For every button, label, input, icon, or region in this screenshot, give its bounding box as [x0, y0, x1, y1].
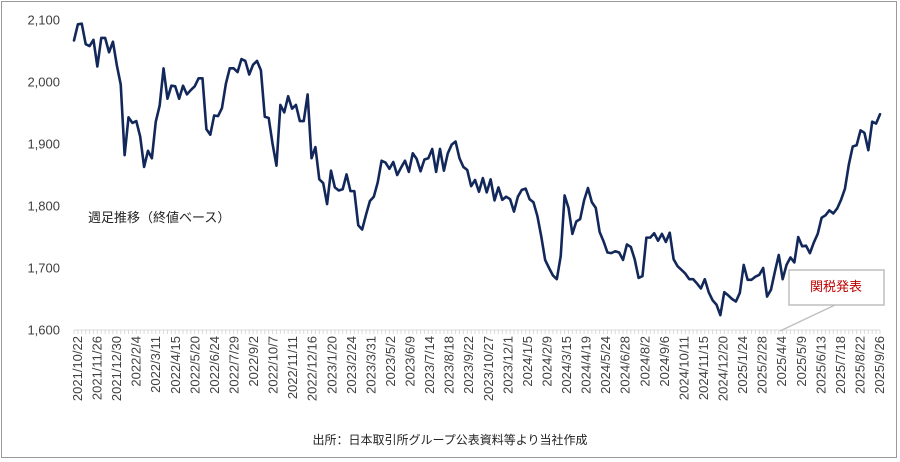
x-tick-label: 2024/4/19 [579, 336, 594, 394]
x-tick-label: 2024/3/15 [559, 336, 574, 394]
x-tick-label: 2022/11/11 [285, 336, 300, 399]
x-tick-label: 2022/5/20 [187, 336, 202, 394]
x-tick-label: 2022/4/15 [168, 336, 183, 394]
x-tick-label: 2025/8/22 [852, 336, 867, 394]
x-tick-label: 2022/9/2 [246, 336, 261, 387]
x-tick-label: 2025/4/4 [774, 336, 789, 387]
x-tick-label: 2024/10/11 [676, 336, 691, 400]
x-tick-label: 2024/8/2 [637, 336, 652, 387]
series-line [72, 22, 882, 317]
x-tick-label: 2024/5/24 [598, 336, 613, 394]
x-tick-label: 2023/6/9 [403, 336, 418, 387]
x-tick-label: 2024/9/6 [657, 336, 672, 387]
y-tick-label: 1,900 [27, 137, 60, 152]
y-tick-label: 2,000 [27, 75, 60, 90]
x-tick-label: 2025/2/28 [755, 336, 770, 394]
x-tick-label: 2024/1/5 [520, 336, 535, 387]
x-tick-label: 2025/6/13 [813, 336, 828, 394]
x-tick-label: 2023/9/22 [461, 336, 476, 394]
x-tick-label: 2025/9/26 [872, 336, 887, 394]
x-tick-label: 2023/8/18 [442, 336, 457, 394]
y-tick-label: 1,700 [27, 261, 60, 276]
x-tick-label: 2021/12/30 [109, 336, 124, 401]
y-axis: 1,600 1,700 1,800 1,900 2,000 2,100 [27, 13, 60, 338]
x-tick-label: 2025/7/18 [833, 336, 848, 394]
x-tick-label: 2023/3/31 [363, 336, 378, 394]
callout-label: 関税発表 [810, 280, 862, 295]
x-tick-label: 2025/1/24 [735, 336, 750, 394]
x-tick-label: 2023/7/14 [422, 336, 437, 394]
x-tick-label: 2024/12/20 [716, 336, 731, 401]
x-tick-label: 2024/2/9 [539, 336, 554, 387]
x-tick-label: 2021/10/22 [70, 336, 85, 401]
x-tick-label: 2023/12/1 [500, 336, 515, 394]
x-tick-label: 2024/6/28 [618, 336, 633, 394]
x-tick-label: 2022/2/4 [129, 336, 144, 387]
series-annotation: 週足推移（終値ベース） [88, 210, 230, 226]
y-tick-label: 2,100 [27, 13, 60, 28]
plot-area [72, 22, 882, 317]
source-note: 出所：日本取引所グループ公表資料等より当社作成 [312, 432, 587, 447]
x-tick-label: 2022/7/29 [226, 336, 241, 394]
x-tick-label: 2025/5/9 [794, 336, 809, 387]
callout-box [788, 269, 885, 306]
callout-leader-line [779, 304, 836, 332]
x-axis: 2021/10/22 2021/11/26 2021/12/30 2022/2/4 20… [70, 329, 887, 401]
x-tick-label: 2023/2/24 [344, 336, 359, 394]
x-tick-label: 2021/11/26 [90, 336, 105, 400]
x-tick-label: 2024/11/15 [696, 336, 711, 400]
x-tick-label: 2022/3/11 [148, 336, 163, 393]
x-tick-label: 2023/5/2 [383, 336, 398, 387]
x-tick-label: 2022/10/7 [266, 336, 281, 394]
y-tick-label: 1,600 [27, 323, 60, 338]
x-tick-label: 2022/12/16 [305, 336, 320, 401]
x-tick-label: 2023/10/27 [481, 336, 496, 401]
x-tick-label: 2023/1/20 [324, 336, 339, 394]
x-tick-label: 2022/6/24 [207, 336, 222, 394]
y-tick-label: 1,800 [27, 199, 60, 214]
